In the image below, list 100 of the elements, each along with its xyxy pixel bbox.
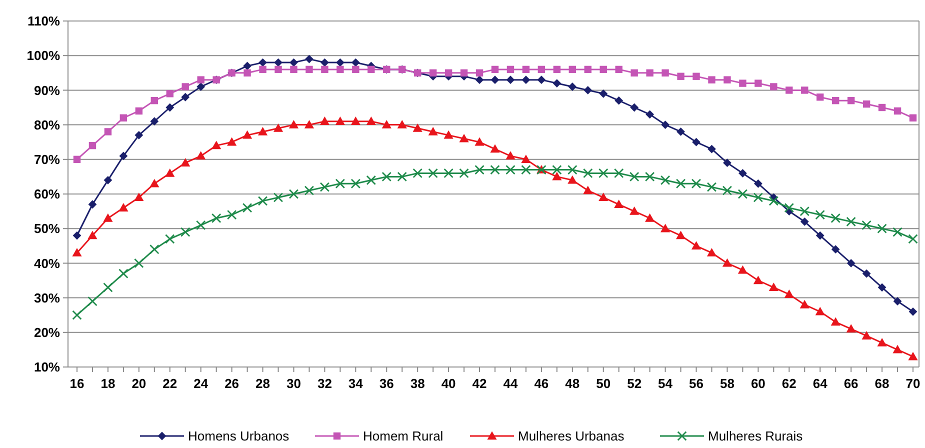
- point: [614, 168, 624, 178]
- point: [644, 172, 655, 182]
- point: [893, 297, 902, 306]
- point: [397, 120, 407, 128]
- point: [738, 169, 747, 178]
- point: [521, 154, 531, 163]
- point: [476, 69, 484, 76]
- y-tick-label: 20%: [34, 324, 60, 340]
- point: [506, 76, 515, 84]
- x-tick-label: 52: [627, 376, 642, 391]
- point: [259, 66, 266, 74]
- point: [459, 134, 469, 142]
- point: [629, 172, 640, 182]
- y-tick-label: 80%: [34, 117, 60, 132]
- point: [304, 120, 314, 128]
- point: [909, 114, 917, 122]
- point: [196, 220, 206, 230]
- point: [786, 86, 793, 94]
- point: [724, 76, 731, 84]
- point: [738, 189, 748, 199]
- point: [645, 213, 655, 222]
- point: [877, 224, 887, 234]
- point: [692, 72, 700, 80]
- point: [429, 69, 437, 76]
- point: [120, 114, 128, 122]
- point: [350, 116, 360, 125]
- point: [723, 158, 732, 168]
- point: [335, 178, 346, 189]
- point: [598, 192, 608, 202]
- point: [677, 72, 684, 80]
- point: [181, 92, 190, 102]
- x-tick-label: 34: [348, 376, 364, 391]
- x-tick-label: 30: [286, 376, 301, 391]
- x-tick-label: 16: [70, 376, 84, 391]
- x-tick-label: 26: [224, 376, 240, 391]
- point: [428, 126, 438, 136]
- point: [320, 182, 330, 192]
- point: [568, 164, 578, 175]
- x-tick-label: 48: [565, 376, 580, 391]
- point: [288, 120, 299, 128]
- point: [768, 282, 778, 292]
- point: [908, 234, 918, 244]
- point: [150, 117, 159, 126]
- point: [150, 96, 158, 104]
- point: [290, 58, 298, 67]
- x-tick-label: 64: [812, 376, 828, 391]
- point: [662, 69, 669, 76]
- point: [878, 104, 886, 112]
- point: [412, 123, 422, 132]
- point: [475, 76, 484, 84]
- point: [739, 80, 746, 87]
- point: [800, 300, 810, 308]
- point: [630, 69, 638, 76]
- x-tick-label: 70: [906, 376, 920, 391]
- point: [474, 137, 484, 146]
- point: [600, 66, 607, 74]
- point: [768, 196, 779, 206]
- point: [784, 290, 794, 298]
- point: [708, 144, 716, 154]
- y-tick-label: 60%: [34, 186, 60, 202]
- point: [553, 66, 561, 74]
- point: [722, 186, 732, 196]
- point: [660, 224, 670, 232]
- point: [582, 168, 593, 178]
- x-tick-label: 50: [596, 376, 611, 391]
- point: [351, 58, 360, 67]
- x-tick-label: 58: [720, 376, 734, 391]
- point: [243, 62, 252, 70]
- point: [584, 66, 592, 74]
- point: [816, 231, 824, 240]
- point: [164, 234, 175, 244]
- point: [305, 54, 314, 64]
- point: [258, 126, 268, 136]
- point: [568, 66, 576, 74]
- point: [226, 210, 237, 220]
- point: [753, 192, 764, 202]
- point: [166, 103, 174, 112]
- point: [800, 206, 810, 216]
- point: [815, 306, 825, 316]
- point: [660, 175, 670, 186]
- point: [753, 276, 763, 284]
- point: [166, 90, 174, 98]
- point: [490, 144, 500, 153]
- point: [552, 164, 562, 175]
- point: [830, 317, 840, 326]
- point: [134, 130, 144, 140]
- point: [244, 69, 251, 76]
- point: [320, 58, 329, 67]
- point: [274, 58, 282, 67]
- point: [135, 107, 143, 115]
- x-tick-label: 40: [441, 376, 456, 391]
- point: [846, 324, 856, 333]
- point: [862, 100, 870, 108]
- point: [521, 164, 531, 175]
- x-tick-label: 44: [503, 376, 518, 391]
- legend-label: Mulheres Urbanas: [518, 428, 625, 444]
- point: [182, 83, 189, 90]
- point: [428, 168, 438, 178]
- point: [583, 186, 593, 194]
- point: [908, 307, 918, 316]
